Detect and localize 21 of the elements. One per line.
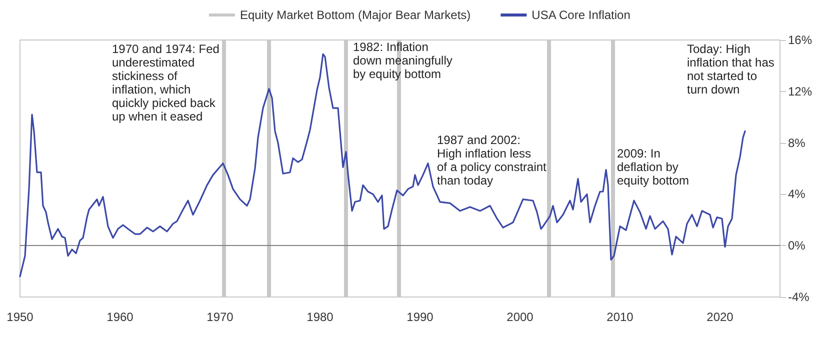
legend-label: Equity Market Bottom (Major Bear Markets) — [240, 8, 471, 22]
x-tick-label: 1960 — [106, 310, 134, 324]
y-tick-label: -4% — [788, 290, 810, 304]
x-tick-label: 1980 — [306, 310, 334, 324]
y-tick-label: 16% — [788, 33, 812, 47]
x-tick-label: 1990 — [406, 310, 434, 324]
annotation: 1970 and 1974: Fed underestimated stickiness of inflation, which quickly picked back up when it eased — [112, 42, 220, 124]
x-tick-label: 1970 — [206, 310, 234, 324]
y-tick-label: 0% — [788, 238, 806, 253]
x-tick-label: 2020 — [706, 310, 734, 324]
annotation: Today: High inflation that has not started to turn down — [687, 42, 774, 96]
x-tick-label: 1950 — [6, 310, 34, 324]
x-tick-label: 2010 — [606, 310, 634, 324]
y-tick-label: 12% — [788, 84, 812, 98]
annotation: 1987 and 2002: High inflation less of a policy constraint than today — [437, 132, 548, 188]
legend-label: USA Core Inflation — [532, 8, 630, 22]
x-tick-label: 2000 — [506, 310, 534, 324]
y-tick-label: 4% — [788, 187, 806, 202]
annotation: 2009: In deflation by equity bottom — [617, 146, 690, 188]
annotation: 1982: Inflation down meaningfully by equity bottom — [353, 40, 452, 81]
y-tick-label: 8% — [788, 136, 806, 150]
